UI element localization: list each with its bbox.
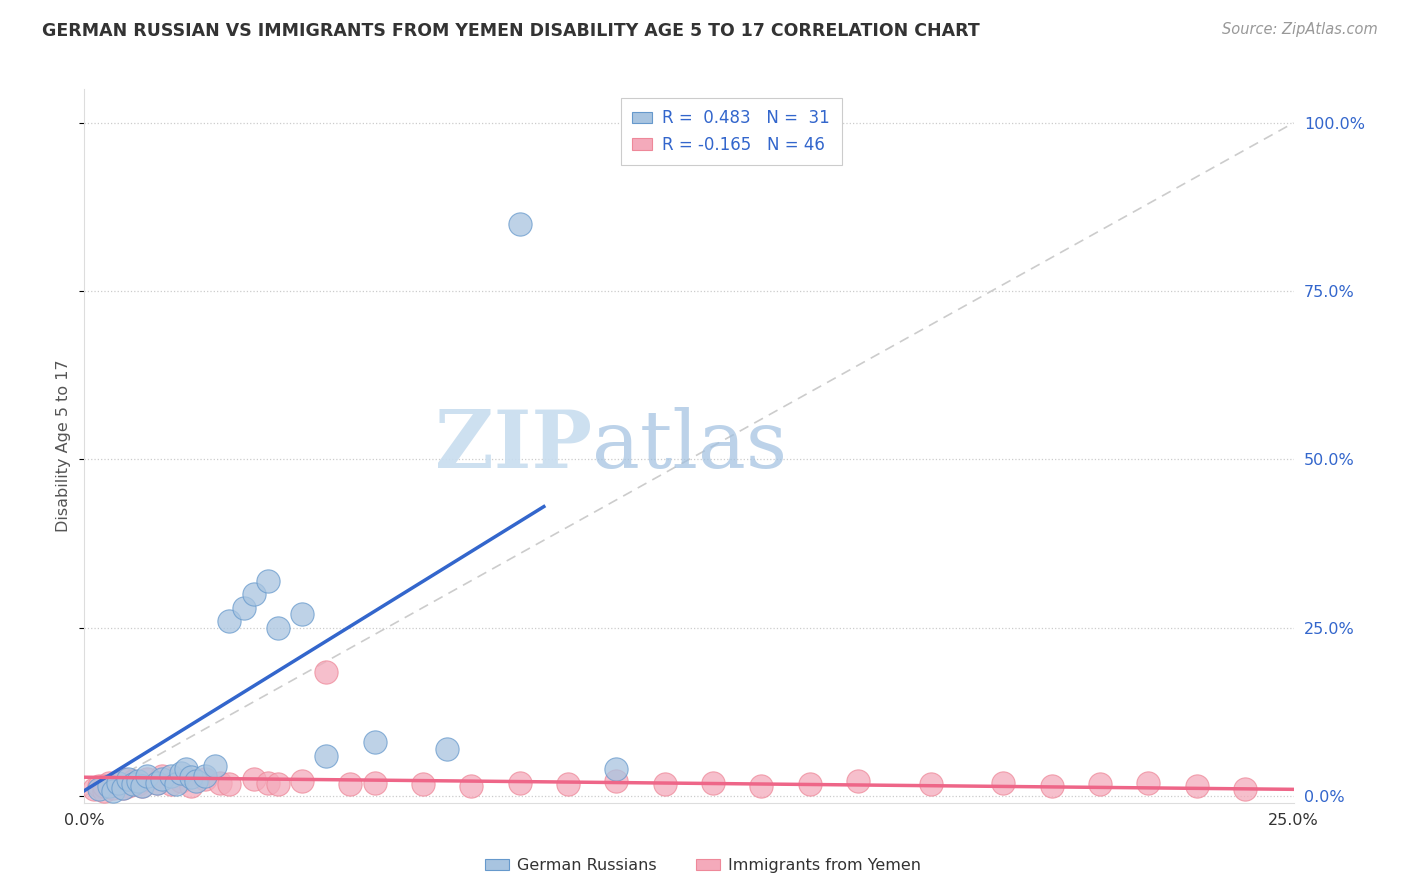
Point <box>194 769 217 783</box>
Point <box>993 775 1015 789</box>
Point <box>291 774 314 789</box>
Point <box>436 742 458 756</box>
Y-axis label: Disability Age 5 to 17: Disability Age 5 to 17 <box>56 359 72 533</box>
Text: atlas: atlas <box>592 407 787 485</box>
Point <box>136 769 159 783</box>
Point <box>87 779 110 793</box>
Point <box>160 769 183 783</box>
Point <box>112 780 135 795</box>
Point <box>218 614 240 628</box>
Point <box>363 775 385 789</box>
Point <box>363 735 385 749</box>
Point <box>174 762 197 776</box>
Text: ZIP: ZIP <box>436 407 592 485</box>
Point <box>93 779 115 793</box>
Point <box>150 769 173 783</box>
Point <box>112 772 135 787</box>
Point <box>315 748 337 763</box>
Point <box>165 777 187 791</box>
Point <box>97 779 120 793</box>
Point <box>117 772 139 787</box>
Point <box>127 774 149 789</box>
Point <box>204 758 226 772</box>
Point <box>242 772 264 787</box>
Point <box>257 574 280 588</box>
Point <box>112 780 135 795</box>
Legend: German Russians, Immigrants from Yemen: German Russians, Immigrants from Yemen <box>478 852 928 880</box>
Point <box>1040 779 1063 793</box>
Point <box>846 774 869 789</box>
Point <box>93 783 115 797</box>
Point <box>127 777 149 791</box>
Point <box>920 777 942 791</box>
Point <box>97 775 120 789</box>
Point <box>117 779 139 793</box>
Point <box>267 621 290 635</box>
Point <box>509 217 531 231</box>
Point <box>87 782 110 797</box>
Point <box>605 774 627 789</box>
Point <box>107 775 129 789</box>
Point <box>799 777 821 791</box>
Point <box>121 774 143 789</box>
Point <box>131 779 153 793</box>
Point <box>103 783 125 797</box>
Point <box>509 775 531 789</box>
Point <box>339 777 361 791</box>
Point <box>146 775 169 789</box>
Point <box>180 779 202 793</box>
Point <box>460 779 482 793</box>
Point <box>218 777 240 791</box>
Point <box>208 775 231 789</box>
Point <box>146 775 169 789</box>
Point <box>170 774 193 789</box>
Point <box>233 600 256 615</box>
Point <box>150 772 173 787</box>
Point <box>121 777 143 791</box>
Point <box>1185 779 1208 793</box>
Point <box>184 774 207 789</box>
Point <box>605 762 627 776</box>
Point <box>412 777 434 791</box>
Point <box>107 777 129 791</box>
Point <box>751 779 773 793</box>
Point <box>1137 775 1160 789</box>
Point <box>654 777 676 791</box>
Text: GERMAN RUSSIAN VS IMMIGRANTS FROM YEMEN DISABILITY AGE 5 TO 17 CORRELATION CHART: GERMAN RUSSIAN VS IMMIGRANTS FROM YEMEN … <box>42 22 980 40</box>
Point <box>291 607 314 622</box>
Point <box>160 777 183 791</box>
Point <box>180 770 202 784</box>
Point <box>194 772 217 787</box>
Legend: R =  0.483   N =  31, R = -0.165   N = 46: R = 0.483 N = 31, R = -0.165 N = 46 <box>620 97 842 165</box>
Point <box>170 765 193 780</box>
Point <box>267 777 290 791</box>
Point <box>315 665 337 679</box>
Point <box>1088 777 1111 791</box>
Point <box>702 775 724 789</box>
Point <box>557 777 579 791</box>
Point <box>257 775 280 789</box>
Point <box>83 782 105 797</box>
Point <box>103 780 125 795</box>
Point <box>1234 782 1257 797</box>
Point <box>131 779 153 793</box>
Text: Source: ZipAtlas.com: Source: ZipAtlas.com <box>1222 22 1378 37</box>
Point <box>242 587 264 601</box>
Point <box>136 772 159 787</box>
